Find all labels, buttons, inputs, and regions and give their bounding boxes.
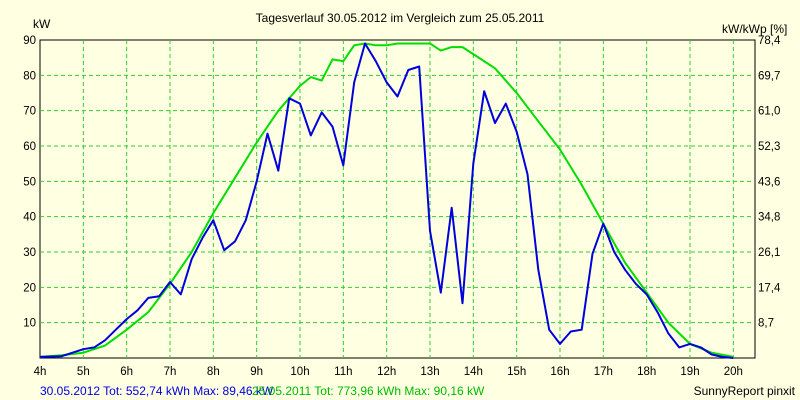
- x-tick-label: 11h: [334, 366, 352, 378]
- x-tick-label: 14h: [464, 366, 483, 378]
- series-line-1: [39, 42, 734, 359]
- y-tick-label-left: 90: [23, 35, 36, 47]
- y-tick-label-left: 40: [23, 212, 36, 224]
- y-tick-label-right: 69,7: [758, 70, 780, 82]
- y-tick-label-right: 17,4: [758, 282, 781, 294]
- x-tick-label: 17h: [594, 366, 613, 378]
- x-tick-label: 4h: [34, 366, 47, 378]
- x-tick-label: 13h: [420, 366, 439, 378]
- y-axis-left-label: kW: [33, 17, 51, 31]
- credit-text: SunnyReport pinxit: [694, 384, 796, 398]
- x-tick-label: 20h: [724, 366, 743, 378]
- legend-series1-stats: 30.05.2012 Tot: 552,74 kWh Max: 89,46 kW: [40, 384, 274, 398]
- chart-title: Tagesverlauf 30.05.2012 im Vergleich zum…: [256, 11, 545, 25]
- y-tick-label-right: 43,6: [758, 176, 780, 188]
- x-tick-label: 18h: [637, 366, 656, 378]
- x-tick-label: 7h: [164, 366, 177, 378]
- x-tick-label: 19h: [680, 366, 699, 378]
- series-lines: [39, 42, 734, 359]
- y-tick-label-left: 50: [23, 176, 36, 188]
- y-tick-label-left: 60: [23, 141, 36, 153]
- y-tick-label-right: 61,0: [758, 106, 780, 118]
- legend-series2-stats: 25.05.2011 Tot: 773,96 kWh Max: 90,16 kW: [252, 384, 485, 398]
- y-axis-right-label: kW/kWp [%]: [722, 22, 787, 36]
- x-tick-label: 12h: [377, 366, 396, 378]
- y-tick-label-right: 8,7: [758, 318, 774, 330]
- grid: [40, 40, 755, 358]
- axis-ticks: 4h 5h 6h 7h 8h 9h 10h 11h 12h 13h 14h 15h 16h 17h 18h 1…: [23, 35, 781, 378]
- y-tick-label-right: 34,8: [758, 212, 780, 224]
- plot-area: [39, 39, 756, 359]
- x-tick-label: 10h: [290, 366, 309, 378]
- x-tick-label: 8h: [207, 366, 220, 378]
- y-tick-label-left: 80: [23, 70, 36, 82]
- y-tick-label-left: 30: [23, 247, 36, 259]
- y-tick-label-right: 78,4: [758, 35, 781, 47]
- y-tick-label-left: 10: [23, 318, 36, 330]
- series-line-2: [39, 42, 734, 358]
- y-tick-label-left: 20: [23, 282, 36, 294]
- x-tick-label: 16h: [550, 366, 569, 378]
- x-tick-label: 9h: [250, 366, 263, 378]
- x-tick-label: 5h: [77, 366, 90, 378]
- y-tick-label-right: 26,1: [758, 247, 780, 259]
- x-tick-label: 15h: [507, 366, 526, 378]
- x-tick-label: 6h: [120, 366, 133, 378]
- y-tick-label-left: 70: [23, 106, 36, 118]
- y-tick-label-right: 52,3: [758, 141, 780, 153]
